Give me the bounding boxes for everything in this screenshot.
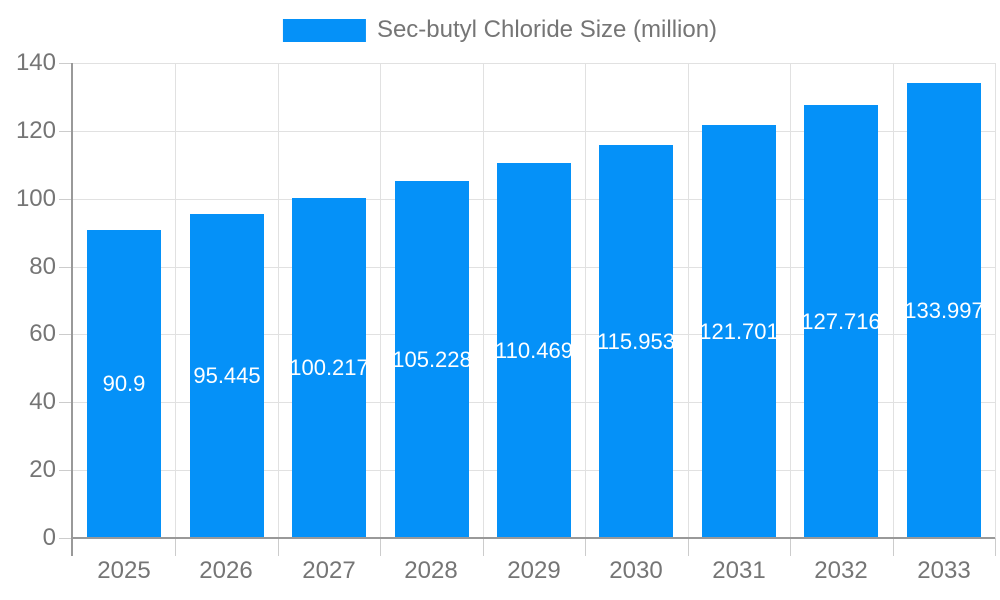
bar[interactable]: 127.716	[804, 105, 878, 538]
bar[interactable]: 105.228	[395, 181, 469, 538]
y-tick-mark	[59, 267, 73, 268]
y-tick-mark	[59, 199, 73, 200]
v-gridline	[585, 63, 586, 538]
bar-value-label: 105.228	[395, 346, 469, 372]
legend-swatch-icon[interactable]	[282, 18, 366, 42]
y-axis-tick-label: 80	[29, 253, 56, 280]
x-axis-tick-label: 2030	[609, 557, 663, 584]
bar[interactable]: 100.217	[292, 198, 366, 538]
y-tick-mark	[59, 334, 73, 335]
legend-label[interactable]: Sec-butyl Chloride Size (million)	[376, 16, 718, 43]
bar-value-label: 95.445	[193, 363, 261, 388]
y-axis-line	[71, 63, 73, 556]
y-tick-mark	[59, 470, 73, 471]
x-axis-tick-label: 2029	[507, 557, 561, 584]
v-gridline	[688, 63, 689, 538]
y-axis-tick-label: 0	[42, 524, 56, 551]
h-gridline	[73, 63, 995, 64]
x-axis-tick-label: 2031	[712, 557, 766, 584]
y-axis-tick-label: 100	[15, 185, 56, 212]
bar-value-label: 110.469	[497, 337, 571, 363]
y-axis-tick-label: 120	[15, 117, 56, 144]
x-axis-tick-label: 2028	[404, 557, 458, 584]
v-gridline	[790, 63, 791, 538]
bar[interactable]: 95.445	[190, 214, 264, 538]
v-gridline	[278, 63, 279, 538]
bar-value-label: 121.701	[702, 318, 776, 344]
x-tick-mark	[483, 538, 484, 556]
y-axis-tick-label: 140	[15, 49, 56, 76]
x-tick-mark	[585, 538, 586, 556]
h-gridline	[73, 131, 995, 132]
x-tick-mark	[790, 538, 791, 556]
x-tick-mark	[688, 538, 689, 556]
bar-value-label: 127.716	[804, 308, 878, 334]
x-tick-mark	[278, 538, 279, 556]
bar-value-label: 133.997	[907, 297, 981, 323]
bar[interactable]: 121.701	[702, 125, 776, 538]
y-tick-mark	[59, 131, 73, 132]
y-tick-mark	[59, 402, 73, 403]
bar[interactable]: 133.997	[907, 83, 981, 538]
v-gridline	[175, 63, 176, 538]
y-tick-mark	[59, 538, 73, 539]
bar[interactable]: 90.9	[87, 230, 161, 538]
v-gridline	[995, 63, 996, 538]
y-tick-mark	[59, 63, 73, 64]
y-axis-tick-label: 20	[29, 456, 56, 483]
x-tick-mark	[995, 538, 996, 556]
x-tick-mark	[380, 538, 381, 556]
x-axis-tick-label: 2025	[97, 557, 151, 584]
bar-value-label: 100.217	[292, 355, 366, 380]
x-tick-mark	[893, 538, 894, 556]
x-axis-line	[71, 537, 995, 539]
bar[interactable]: 115.953	[599, 145, 673, 538]
x-axis-tick-label: 2027	[302, 557, 356, 584]
x-axis-tick-label: 2026	[199, 557, 253, 584]
v-gridline	[380, 63, 381, 538]
x-tick-mark	[175, 538, 176, 556]
y-axis-tick-label: 40	[29, 388, 56, 415]
bar-value-label: 90.9	[102, 371, 146, 396]
v-gridline	[483, 63, 484, 538]
legend[interactable]: Sec-butyl Chloride Size (million)	[282, 16, 718, 43]
x-axis-tick-label: 2033	[917, 557, 971, 584]
bar-value-label: 115.953	[599, 328, 673, 354]
v-gridline	[893, 63, 894, 538]
y-axis-tick-label: 60	[29, 320, 56, 347]
bar[interactable]: 110.469	[497, 163, 571, 538]
x-axis-tick-label: 2032	[814, 557, 868, 584]
